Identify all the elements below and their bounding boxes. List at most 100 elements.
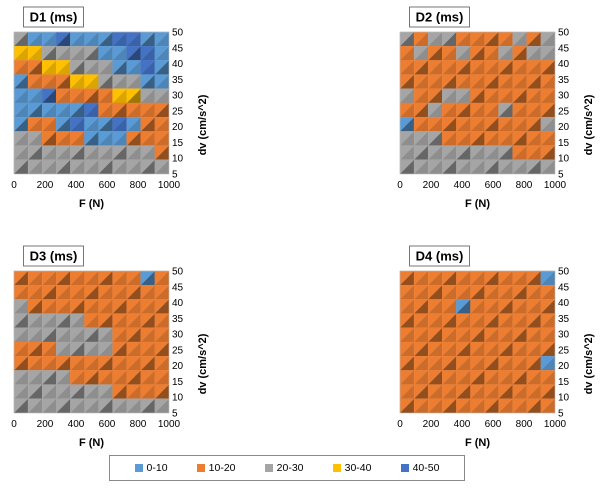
- heatmap-cell: [470, 145, 486, 161]
- heatmap-cell: [70, 159, 85, 175]
- x-tick-label: 400: [68, 419, 85, 430]
- legend-item-10-20: 10-20: [196, 462, 236, 474]
- heatmap-cell: [126, 384, 142, 400]
- heatmap-cell: [413, 116, 429, 132]
- heatmap-cell: [413, 384, 429, 400]
- heatmap-cell: [126, 46, 142, 61]
- heatmap-cell: [540, 398, 556, 414]
- heatmap-cell: [112, 299, 128, 315]
- heatmap-cell: [70, 116, 85, 132]
- heatmap-cell: [98, 88, 114, 104]
- heatmap-cell: [27, 370, 43, 386]
- heatmap-cell: [56, 384, 71, 400]
- heatmap-cell: [112, 131, 128, 147]
- heatmap-cell: [540, 285, 556, 300]
- heatmap-cell: [442, 270, 457, 286]
- heatmap-cell: [470, 384, 486, 400]
- heatmap-cell: [484, 270, 500, 286]
- heatmap-cell: [470, 356, 486, 371]
- heatmap-cell: [484, 46, 500, 61]
- heatmap-cell: [526, 46, 542, 61]
- y-tick-label: 50: [172, 267, 184, 278]
- y-tick-label: 30: [558, 330, 570, 341]
- heatmap-cell: [427, 384, 443, 400]
- heatmap-cell: [13, 270, 29, 286]
- plot-frame: [13, 31, 170, 175]
- heatmap-cell: [41, 398, 57, 414]
- heatmap-cell: [540, 159, 556, 175]
- heatmap-cell: [540, 60, 556, 76]
- heatmap-cell: [427, 285, 443, 300]
- heatmap-cell: [98, 159, 114, 175]
- y-tick-label: 20: [172, 122, 184, 133]
- y-tick-label: 30: [172, 91, 184, 102]
- heatmap-cell: [540, 341, 556, 357]
- heatmap-cell: [442, 31, 457, 47]
- y-tick-label: 50: [558, 28, 570, 39]
- heatmap-cell: [140, 313, 156, 329]
- heatmap-cell: [140, 88, 156, 104]
- legend: 0-10 10-20 20-30 30-40 40-50: [109, 455, 465, 481]
- heatmap-cell: [442, 313, 457, 329]
- x-tick-label: 0: [397, 180, 403, 191]
- heatmap-cell: [126, 270, 142, 286]
- heatmap-cell: [13, 341, 29, 357]
- x-tick-label: 1000: [544, 419, 567, 430]
- heatmap-cell: [399, 370, 415, 386]
- heatmap-cell: [13, 370, 29, 386]
- heatmap-cell: [540, 102, 556, 118]
- heatmap-cell: [399, 327, 415, 343]
- y-tick-label: 50: [172, 28, 184, 39]
- y-tick-label: 15: [558, 138, 570, 149]
- heatmap-cell: [13, 46, 29, 61]
- y-tick-label: 10: [172, 154, 184, 165]
- y-tick-label: 50: [558, 267, 570, 278]
- heatmap-cell: [512, 74, 528, 90]
- heatmap-cell: [498, 384, 514, 400]
- heatmap-cell: [413, 285, 429, 300]
- heatmap-cell: [442, 398, 457, 414]
- heatmap-cell: [41, 46, 57, 61]
- plot-frame: [13, 270, 170, 414]
- y-tick-label: 10: [558, 393, 570, 404]
- heatmap-cell: [56, 145, 71, 161]
- heatmap-cell: [498, 145, 514, 161]
- plot-frame: [399, 270, 556, 414]
- heatmap-cell: [112, 116, 128, 132]
- y-tick-label: 45: [558, 43, 570, 54]
- heatmap-cell: [512, 60, 528, 76]
- heatmap-cell: [427, 116, 443, 132]
- heatmap-cell: [98, 398, 114, 414]
- heatmap-cell: [126, 370, 142, 386]
- heatmap-cell: [84, 370, 100, 386]
- heatmap-cell: [512, 370, 528, 386]
- heatmap-cell: [112, 398, 128, 414]
- heatmap-cell: [413, 31, 429, 47]
- heatmap-cell: [399, 88, 415, 104]
- heatmap-cell: [84, 285, 100, 300]
- x-tick-label: 400: [454, 180, 471, 191]
- heatmap-cell: [56, 270, 71, 286]
- heatmap-cell: [84, 145, 100, 161]
- heatmap-cell: [41, 313, 57, 329]
- legend-swatch: [196, 464, 205, 472]
- y-tick-label: 40: [558, 298, 570, 309]
- x-tick-label: 800: [516, 180, 533, 191]
- heatmap-cell: [126, 356, 142, 371]
- heatmap-cell: [112, 327, 128, 343]
- heatmap-cell: [470, 313, 486, 329]
- y-tick-label: 20: [172, 361, 184, 372]
- heatmap-cell: [413, 60, 429, 76]
- heatmap-cell: [126, 60, 142, 76]
- heatmap-cell: [526, 384, 542, 400]
- heatmap-cell: [126, 159, 142, 175]
- heatmap-cell: [98, 116, 114, 132]
- heatmap-cell: [154, 88, 170, 104]
- heatmap-cell: [399, 384, 415, 400]
- heatmap-cell: [442, 131, 457, 147]
- heatmap-cell: [442, 327, 457, 343]
- heatmap-cell: [484, 102, 500, 118]
- heatmap-cell: [70, 299, 85, 315]
- heatmap-cell: [399, 285, 415, 300]
- heatmap-cell: [456, 270, 471, 286]
